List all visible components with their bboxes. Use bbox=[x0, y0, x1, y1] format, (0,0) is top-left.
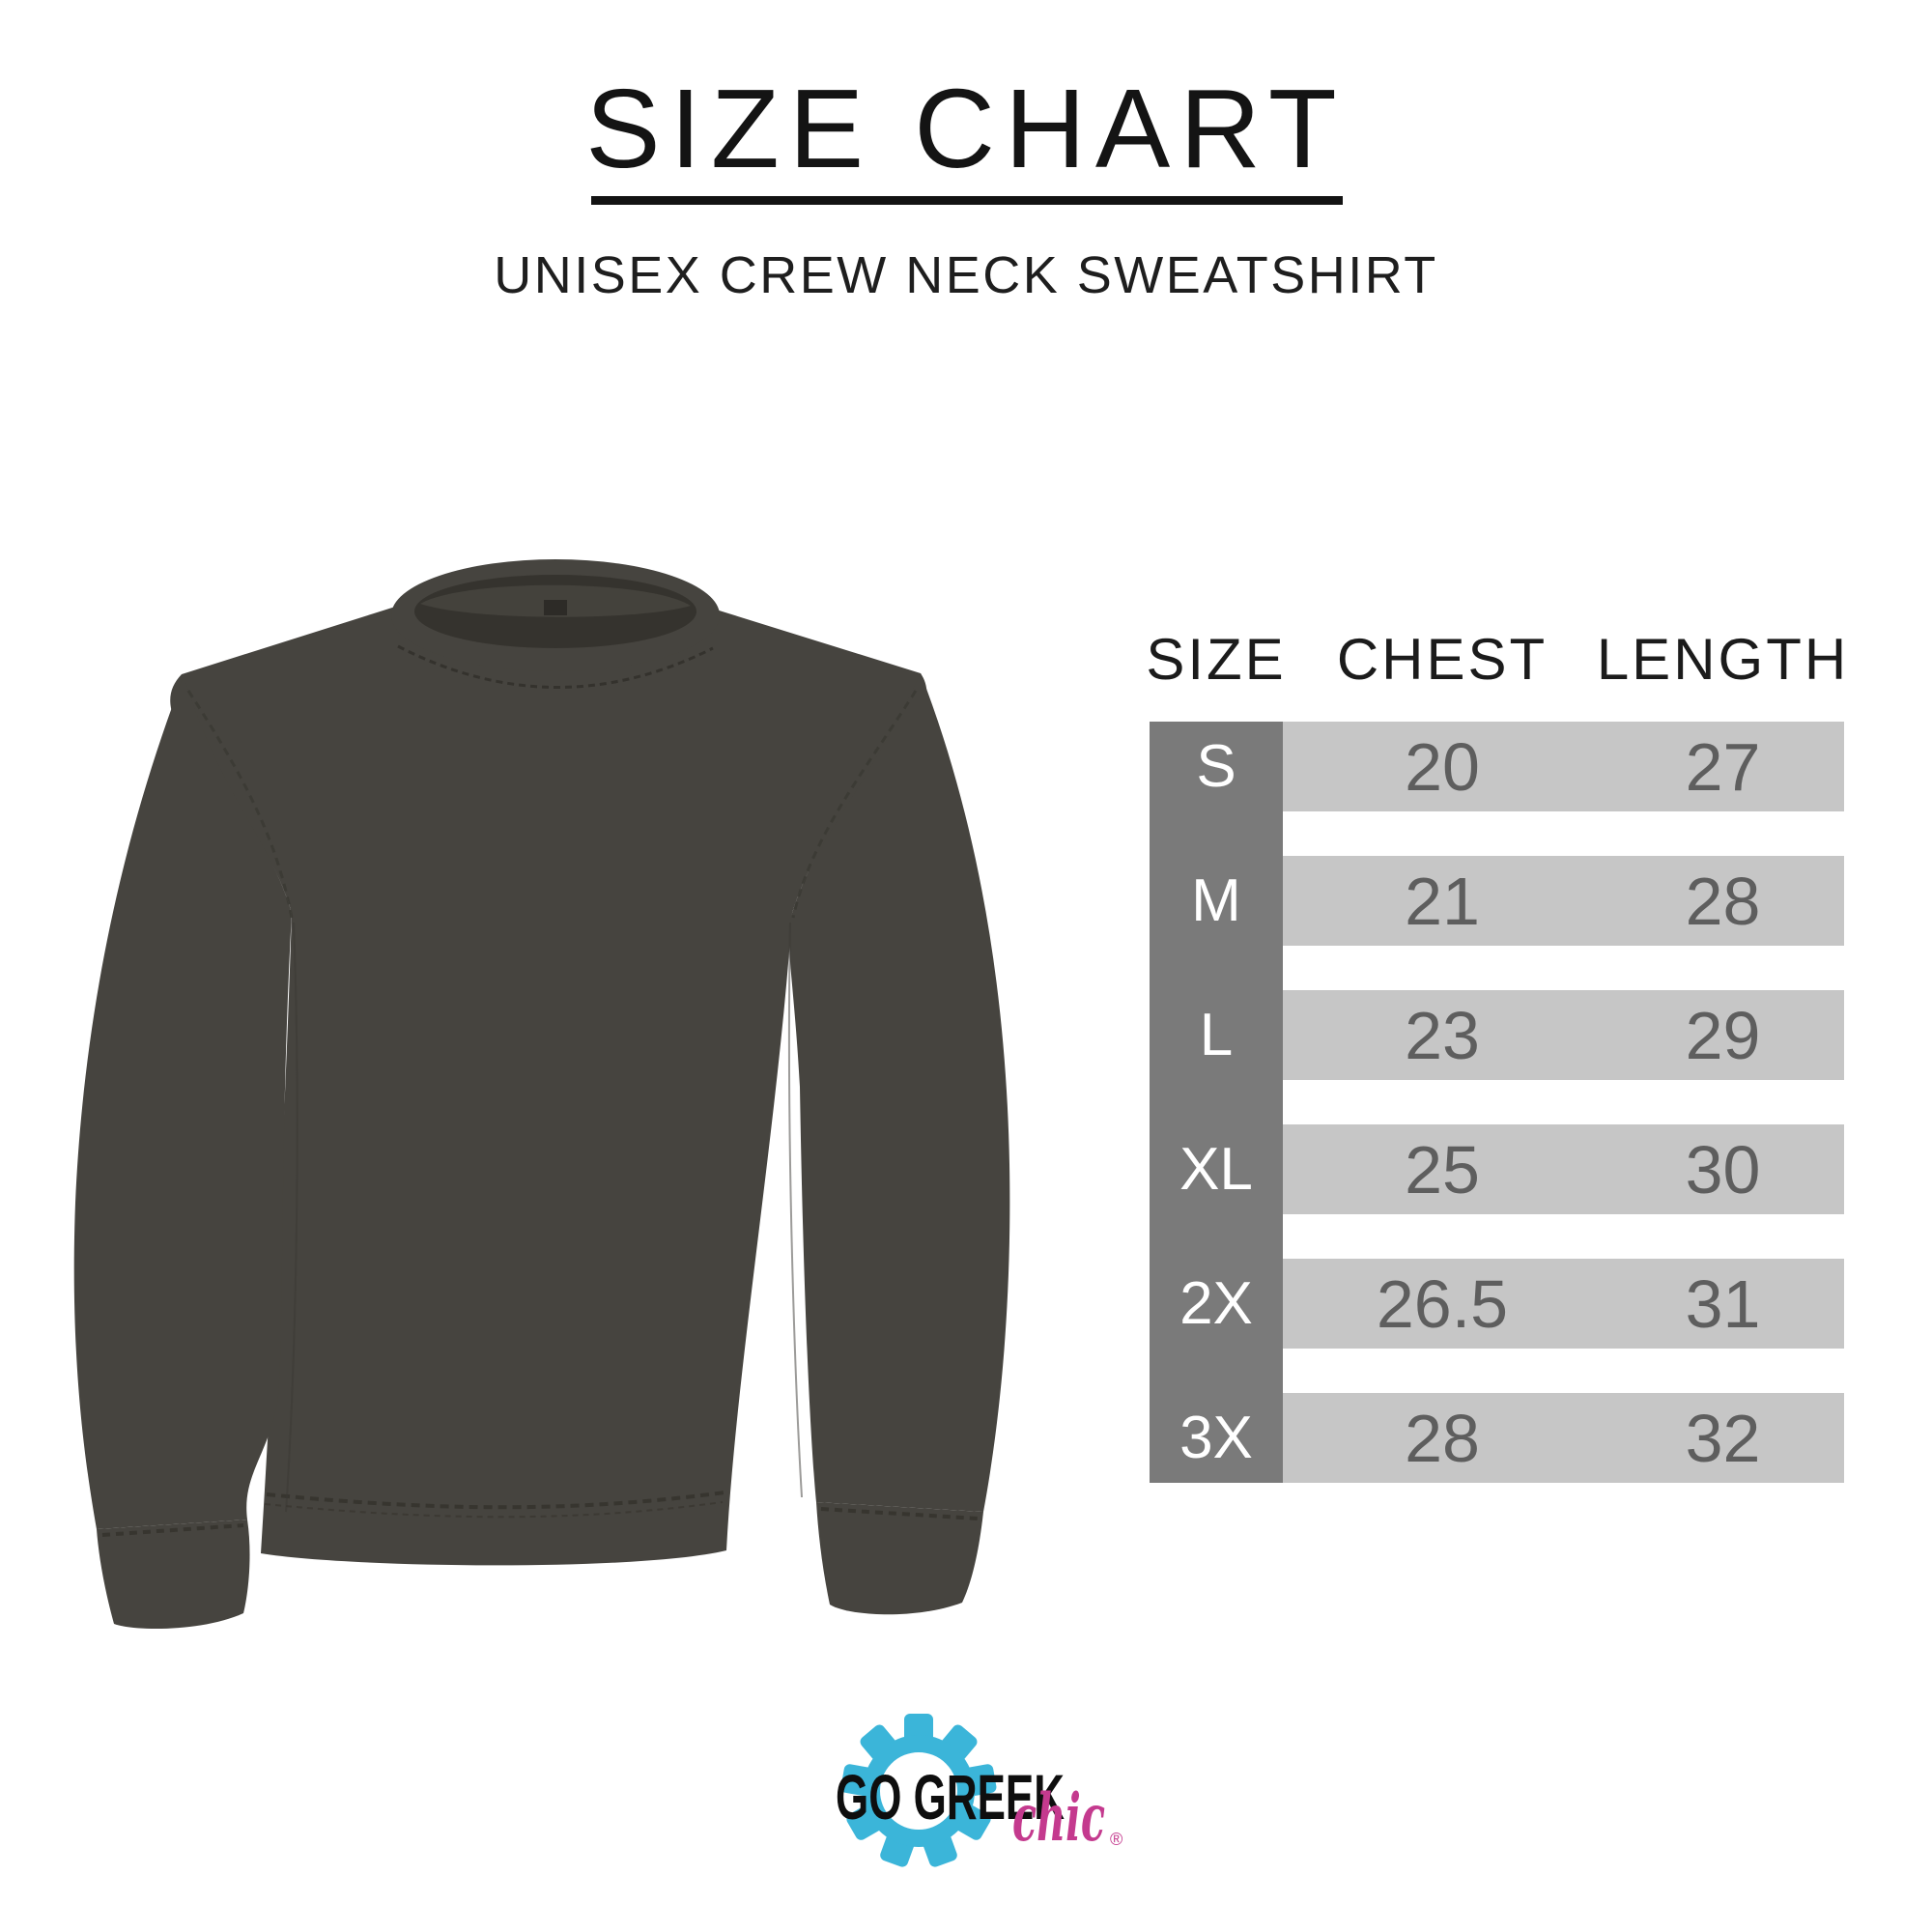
gear-icon bbox=[840, 1714, 997, 1867]
length-cell: 31 bbox=[1602, 1259, 1844, 1349]
column-header-length: LENGTH bbox=[1596, 627, 1850, 692]
cuff-seam-left bbox=[101, 1523, 244, 1537]
sweatshirt-body bbox=[170, 576, 927, 1566]
sweatshirt-sleeve-right bbox=[789, 673, 1010, 1512]
page-subtitle: UNISEX CREW NECK SWEATSHIRT bbox=[494, 246, 1438, 304]
sweatshirt-sleeve-left bbox=[73, 676, 293, 1529]
brand-logo: GO GREEK chic ® bbox=[823, 1702, 1142, 1886]
table-header-row: SIZE CHEST LENGTH bbox=[1146, 627, 1850, 692]
size-cell: S bbox=[1196, 733, 1236, 800]
table-row-s: S 20 27 bbox=[1150, 722, 1844, 811]
sweatshirt-image bbox=[73, 559, 1010, 1630]
chest-cell: 26.5 bbox=[1283, 1259, 1602, 1349]
table-row-3x: 3X 28 32 bbox=[1150, 1393, 1844, 1483]
table-row-2x: 2X 26.5 31 bbox=[1150, 1259, 1844, 1349]
chest-cell: 28 bbox=[1283, 1393, 1602, 1483]
sweatshirt-cuff-left bbox=[97, 1520, 250, 1630]
size-column-background bbox=[1150, 722, 1283, 1483]
table-row-l: L 23 29 bbox=[1150, 990, 1844, 1080]
armhole-seam-right bbox=[791, 690, 918, 919]
go-greek-chic-logo: GO GREEK chic ® bbox=[836, 1714, 1122, 1867]
length-cell: 27 bbox=[1602, 722, 1844, 811]
chest-cell: 20 bbox=[1283, 722, 1602, 811]
table-body: S 20 27 M 21 28 L 23 29 XL 25 30 2X 26.5 bbox=[1150, 722, 1844, 1483]
size-cell: XL bbox=[1179, 1136, 1253, 1203]
sweatshirt-cuff-right bbox=[816, 1502, 983, 1615]
length-cell: 30 bbox=[1602, 1124, 1844, 1214]
crease-right bbox=[787, 922, 803, 1498]
product-photo-sweatshirt bbox=[58, 546, 1029, 1642]
size-table: SIZE CHEST LENGTH S 20 27 M 21 28 L 23 2… bbox=[1146, 627, 1850, 1483]
length-cell: 28 bbox=[1602, 856, 1844, 946]
registered-mark: ® bbox=[1110, 1830, 1122, 1849]
armhole-seam-left bbox=[186, 690, 294, 919]
chest-cell: 25 bbox=[1283, 1124, 1602, 1214]
length-cell: 29 bbox=[1602, 990, 1844, 1080]
size-cell: L bbox=[1199, 1002, 1234, 1068]
size-cell: M bbox=[1191, 867, 1241, 934]
length-cell: 32 bbox=[1602, 1393, 1844, 1483]
brand-text-script: chic bbox=[1012, 1779, 1105, 1856]
size-cell: 3X bbox=[1179, 1405, 1253, 1471]
column-header-size: SIZE bbox=[1146, 627, 1287, 692]
crease-left bbox=[285, 922, 298, 1513]
column-header-chest: CHEST bbox=[1336, 627, 1548, 692]
page-title: SIZE CHART bbox=[585, 66, 1347, 191]
table-row-m: M 21 28 bbox=[1150, 856, 1844, 946]
collar-seam bbox=[397, 644, 714, 689]
chest-cell: 21 bbox=[1283, 856, 1602, 946]
brand-text-primary: GO GREEK bbox=[836, 1761, 1065, 1833]
title-underline bbox=[591, 196, 1343, 205]
chest-cell: 23 bbox=[1283, 990, 1602, 1080]
size-cell: 2X bbox=[1179, 1270, 1253, 1337]
table-row-xl: XL 25 30 bbox=[1150, 1124, 1844, 1214]
neck-tag bbox=[544, 600, 567, 615]
hem-seam bbox=[266, 1491, 725, 1510]
